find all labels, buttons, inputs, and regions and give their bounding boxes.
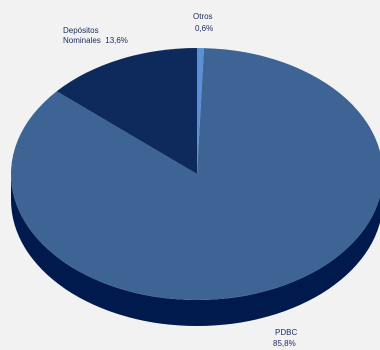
pie-slice-dep-sitos-nominales (56, 47, 197, 174)
label-pdbc-value: 85,8% (273, 339, 296, 348)
label-pdbc-name: PDBC (275, 328, 297, 337)
pie-slice-pdbc (11, 48, 380, 300)
label-otros-name: Otros (193, 12, 213, 21)
label-otros-value: 0,6% (195, 24, 213, 33)
pie-slices (11, 47, 380, 300)
label-depositos-value: Nominales 13,6% (63, 36, 128, 45)
label-depositos-name: Depósitos (63, 26, 99, 35)
pie-slice-otros (197, 48, 205, 174)
pie-side-pdbc (11, 174, 380, 326)
pie-3d-sides (11, 174, 380, 326)
